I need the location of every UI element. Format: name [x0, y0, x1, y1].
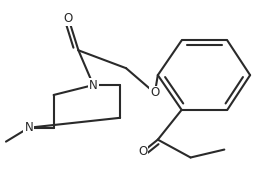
Text: N: N: [24, 121, 33, 134]
Text: O: O: [138, 145, 148, 158]
Text: O: O: [150, 86, 159, 100]
Text: N: N: [89, 79, 98, 92]
Text: O: O: [64, 12, 73, 25]
